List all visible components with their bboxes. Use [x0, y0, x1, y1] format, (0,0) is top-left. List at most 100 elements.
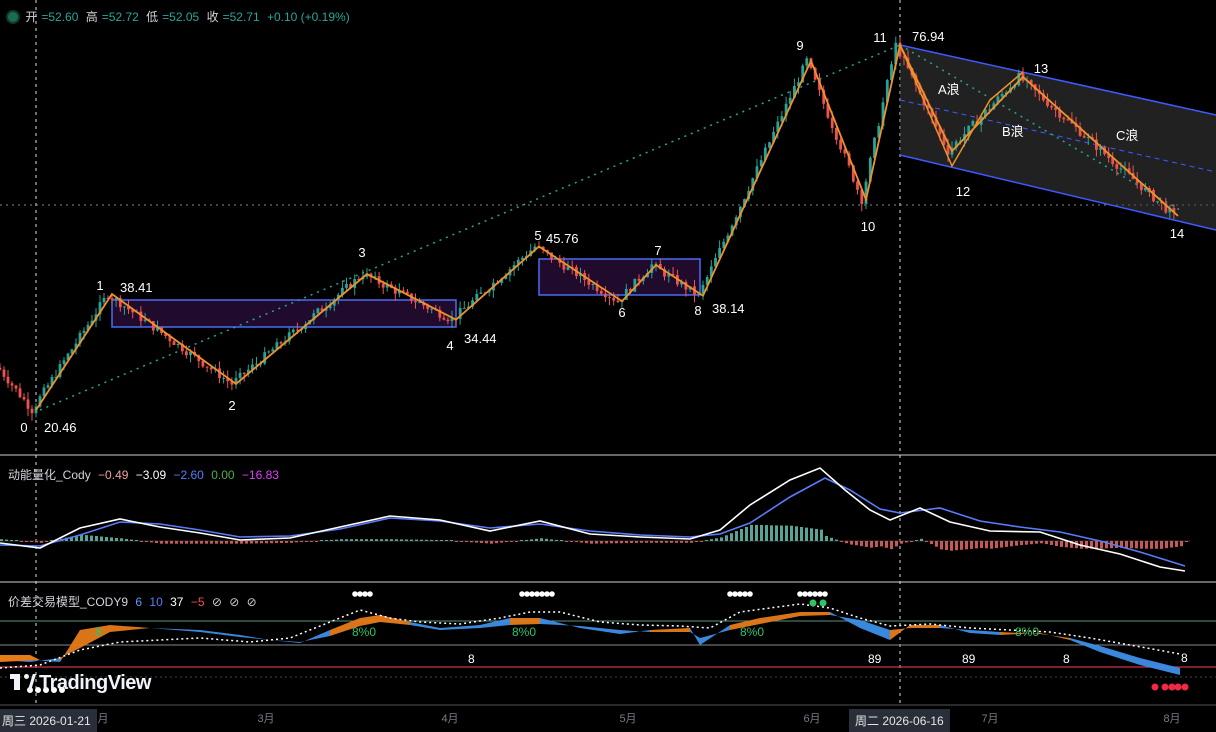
- candle-body: [2, 369, 6, 377]
- candle-body: [890, 64, 893, 81]
- candle-body: [123, 306, 126, 308]
- candle-body: [595, 284, 599, 291]
- candle-body: [512, 265, 516, 270]
- indicator1-hist-bar: [500, 541, 503, 543]
- candle-body: [430, 308, 434, 310]
- candle-body: [226, 377, 230, 382]
- indicator2-signal-dot: [802, 591, 808, 597]
- indicator1-hist-bar: [370, 539, 373, 541]
- indicator2-legend[interactable]: 价差交易模型_CODY9 6 10 37 −5 ⊘ ⊘ ⊘: [8, 593, 261, 610]
- indicator2-signal-dot: [812, 591, 818, 597]
- candle-body: [554, 258, 557, 260]
- indicator1-hist-bar: [410, 539, 413, 541]
- indicator1-hist-bar: [930, 541, 933, 545]
- indicator1-hist-bar: [740, 529, 743, 541]
- indicator2-band-segment: [1040, 633, 1070, 640]
- momentum-indicator[interactable]: [0, 467, 1190, 572]
- month-tick-label: 3月: [257, 713, 274, 725]
- candle-body: [938, 126, 942, 135]
- indicator1-hist-bar: [915, 540, 918, 541]
- indicator1-hist-bar: [1040, 541, 1043, 544]
- zigzag-waves: [35, 42, 1179, 411]
- indicator1-hist-bar: [995, 541, 998, 549]
- candle-body: [373, 276, 377, 278]
- indicator1-hist-bar: [325, 540, 328, 541]
- channel-upper[interactable]: [899, 44, 1216, 116]
- candle-body: [438, 310, 442, 318]
- indicator1-hist-bar: [1155, 541, 1158, 549]
- candle-body: [894, 42, 898, 65]
- indicator2-signal-dot: [742, 591, 748, 597]
- candle-body: [1164, 203, 1168, 213]
- range-box-1[interactable]: [111, 299, 457, 328]
- indicator2-annotation: 8: [95, 625, 102, 639]
- candle-body: [818, 79, 821, 90]
- tradingview-logo-icon: [10, 674, 36, 690]
- indicator1-hist-bar: [260, 541, 263, 544]
- candle-body: [18, 388, 22, 398]
- candle-body: [442, 317, 446, 320]
- indicator2-signal-dot: [539, 591, 545, 597]
- indicator1-hist-bar: [670, 541, 673, 543]
- tradingview-logo[interactable]: TradingView: [10, 672, 151, 695]
- candle-body: [279, 342, 283, 344]
- indicator2-annotation: 8%0: [352, 625, 376, 639]
- candle-body: [176, 343, 180, 346]
- indicator1-hist-bar: [955, 541, 958, 551]
- indicator1-legend[interactable]: 动能量化_Cody −0.49 −3.09 −2.60 0.00 −16.83: [8, 466, 283, 483]
- candle-body: [562, 262, 566, 270]
- candle-body: [312, 313, 316, 321]
- status-dot-icon[interactable]: [8, 12, 18, 22]
- indicator2-band-segment: [620, 630, 650, 634]
- indicator1-hist-bar: [285, 541, 288, 543]
- candle-body: [86, 324, 90, 331]
- indicator2-band-segment: [800, 612, 830, 616]
- candle-body: [110, 298, 114, 300]
- spread-model-indicator[interactable]: 8 8%0 8%0 8%0 8%0 8 89 89 8 8: [0, 591, 1216, 693]
- indicator1-hist-bar: [770, 525, 773, 542]
- candle-body: [114, 298, 118, 300]
- candle-body: [1062, 117, 1066, 120]
- indicator1-hist-bar: [850, 541, 853, 545]
- month-tick-label: 8月: [1163, 713, 1180, 725]
- candle-body: [251, 364, 254, 370]
- indicator2-band-segment: [150, 628, 200, 632]
- candle-body: [38, 396, 42, 407]
- indicator1-hist-bar: [390, 539, 393, 541]
- indicator1-hist-bar: [50, 540, 53, 541]
- indicator2-signal-dot: [519, 591, 525, 597]
- candle-body: [393, 287, 397, 294]
- candle-body: [0, 367, 2, 370]
- candle-body: [467, 306, 470, 308]
- candle-body: [868, 157, 872, 182]
- indicator2-signal-dot: [817, 591, 823, 597]
- indicator1-hist-bar: [1005, 541, 1008, 547]
- indicator1-hist-bar: [175, 541, 178, 544]
- indicator1-hist-bar: [105, 537, 108, 541]
- indicator1-hist-bar: [980, 541, 983, 548]
- candle-body: [637, 278, 641, 281]
- indicator1-hist-bar: [145, 541, 148, 542]
- candle-body: [357, 279, 361, 280]
- indicator1-hist-bar: [130, 539, 133, 541]
- candle-body: [739, 206, 742, 218]
- wave-label-9: 9: [796, 38, 803, 53]
- candle-body: [1086, 137, 1090, 139]
- close-label: 收: [206, 10, 219, 24]
- candle-body: [1046, 100, 1049, 106]
- indicator2-band-segment: [700, 625, 730, 645]
- indicator1-hist-bar: [715, 538, 718, 541]
- candle-body: [751, 178, 755, 191]
- candle-body: [566, 266, 570, 270]
- cursor-date-right: 周二 2026-06-16: [849, 709, 950, 732]
- candle-body: [902, 56, 906, 58]
- indicator1-hist-bar: [1065, 541, 1068, 548]
- candle-body: [316, 308, 320, 314]
- candle-body: [1042, 93, 1045, 101]
- indicator1-hist-bar: [840, 541, 843, 542]
- channel-lower[interactable]: [899, 154, 1216, 231]
- indicator1-hist-bar: [865, 541, 868, 547]
- month-tick-label: 5月: [619, 713, 636, 725]
- indicator2-band-segment: [970, 630, 1000, 635]
